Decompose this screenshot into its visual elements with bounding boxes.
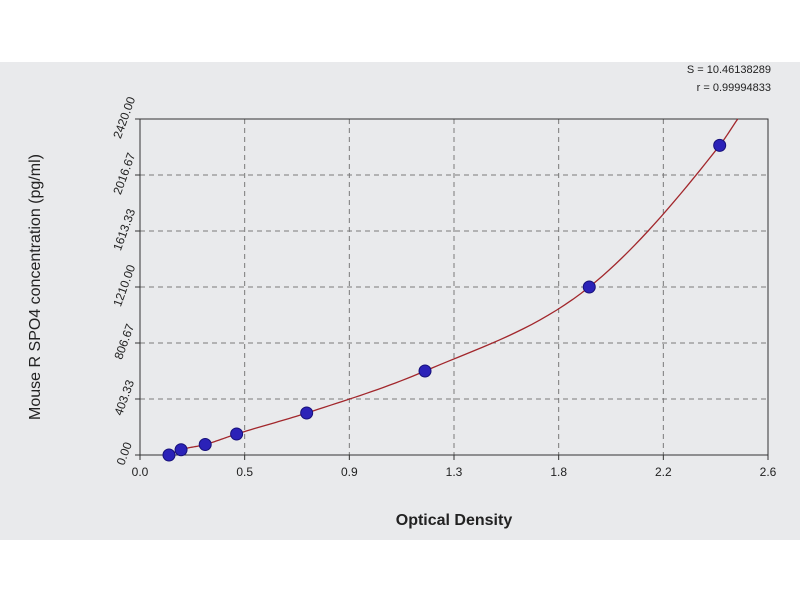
y-axis-title: Mouse R SPO4 concentration (pg/ml)	[27, 154, 44, 420]
chart-frame: 0.0 0.5 0.9 1.3 1.8 2.2 2.6 0.00 403.33 806.67 12…	[0, 62, 800, 540]
x-tick-label: 0.0	[132, 465, 149, 479]
stat-s: S = 10.46138289	[687, 64, 771, 76]
chart: 0.0 0.5 0.9 1.3 1.8 2.2 2.6 0.00 403.33 806.67 12…	[27, 64, 777, 529]
y-tick-label: 403.33	[111, 378, 137, 418]
stat-r: r = 0.99994833	[697, 82, 771, 94]
y-tick-label: 2016.67	[110, 151, 138, 197]
data-point	[713, 138, 727, 152]
data-point	[162, 448, 176, 462]
data-point	[198, 437, 212, 451]
ticks	[135, 118, 769, 460]
x-axis-title: Optical Density	[396, 512, 513, 529]
data-point	[418, 364, 432, 378]
y-tick-label: 2420.00	[110, 95, 138, 141]
x-tick-label: 2.2	[655, 465, 672, 479]
y-tick-label: 1210.00	[110, 263, 138, 309]
grid	[140, 119, 768, 455]
data-point	[230, 427, 244, 441]
x-tick-label: 0.9	[341, 465, 358, 479]
y-tick-labels: 0.00 403.33 806.67 1210.00 1613.33 2016.67 242…	[110, 95, 138, 467]
x-tick-label: 0.5	[236, 465, 253, 479]
x-tick-label: 2.6	[760, 465, 777, 479]
data-point	[174, 443, 188, 457]
fit-curve	[168, 118, 739, 456]
y-tick-label: 0.00	[114, 440, 135, 467]
x-tick-label: 1.8	[550, 465, 567, 479]
data-points	[162, 138, 727, 462]
x-tick-labels: 0.0 0.5 0.9 1.3 1.8 2.2 2.6	[132, 465, 777, 479]
y-tick-label: 1613.33	[110, 207, 138, 253]
data-point	[300, 406, 314, 420]
data-point	[582, 280, 596, 294]
x-tick-label: 1.3	[446, 465, 463, 479]
y-tick-label: 806.67	[111, 322, 137, 362]
